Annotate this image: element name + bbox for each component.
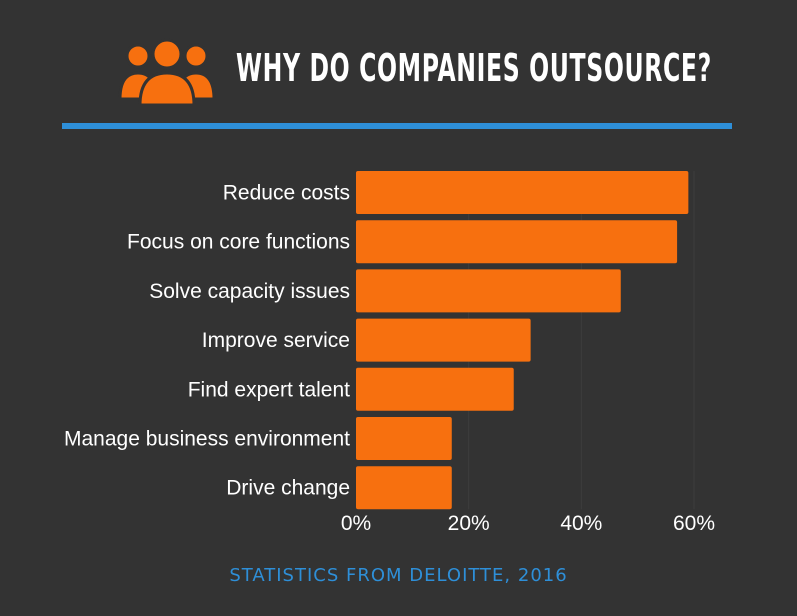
category-label: Reduce costs [223,182,350,205]
group-of-people-icon [118,37,216,107]
bar [356,220,678,264]
header: WHY DO COMPANIES OUTSOURCE? [0,30,797,110]
category-label: Improve service [202,329,350,352]
title-underline [62,116,732,129]
page-title: WHY DO COMPANIES OUTSOURCE? [236,46,712,90]
category-label: Focus on core functions [127,231,350,254]
bar [356,171,689,214]
x-tick-label: 40% [560,512,602,535]
bar [356,269,621,313]
bar [356,318,531,362]
bar [356,466,452,510]
x-tick-label: 20% [448,512,490,535]
bar [356,367,514,411]
x-tick-label: 60% [673,512,715,535]
source-caption: STATISTICS FROM DELOITTE, 2016 [229,565,568,586]
category-label: Manage business environment [64,428,350,451]
bar [356,417,452,460]
x-tick-label: 0% [341,512,371,535]
category-label: Drive change [226,477,350,500]
category-label: Find expert talent [188,378,350,401]
category-label: Solve capacity issues [149,280,350,303]
bar-chart: Reduce costs Focus on core functions Solve… [0,150,797,540]
